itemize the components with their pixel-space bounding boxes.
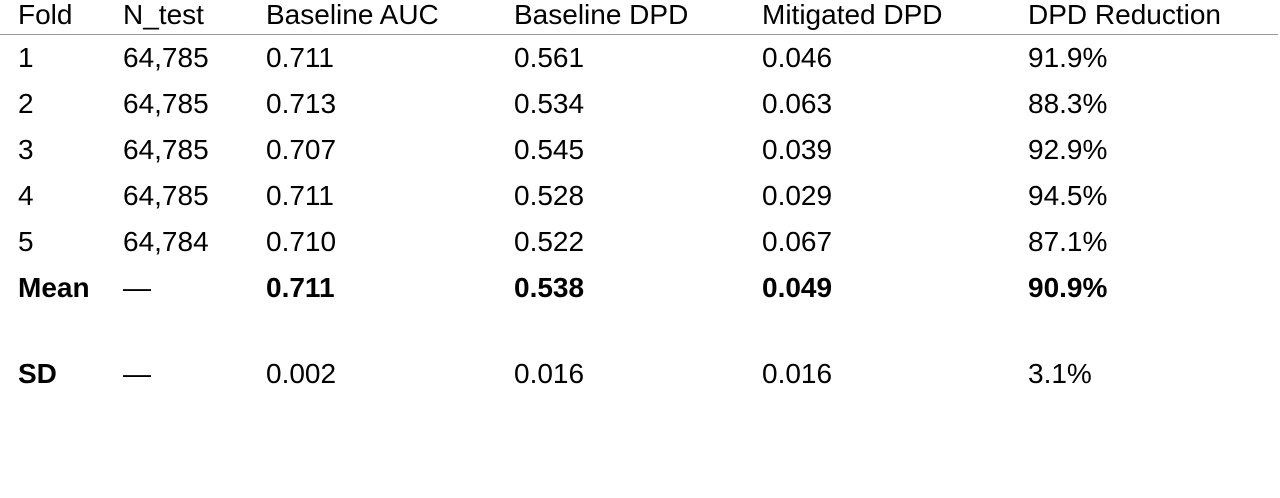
cell-baseline-auc: 0.711 <box>266 42 334 73</box>
cell-fold: 4 <box>18 180 34 211</box>
table-row: 2 64,785 0.713 0.534 0.063 88.3% <box>0 81 1278 127</box>
table-row: 4 64,785 0.711 0.528 0.029 94.5% <box>0 173 1278 219</box>
header-fold: Fold <box>0 0 105 35</box>
cell-baseline-auc: 0.707 <box>266 134 337 165</box>
cell-baseline-auc: 0.711 <box>266 272 335 303</box>
header-n-test: N_test <box>105 0 248 35</box>
cell-mitigated-dpd: 0.063 <box>762 88 833 119</box>
cell-baseline-dpd: 0.522 <box>514 226 585 257</box>
summary-row-mean: Mean — 0.711 0.538 0.049 90.9% <box>0 265 1278 349</box>
header-baseline-dpd: Baseline DPD <box>496 0 744 35</box>
cell-mitigated-dpd: 0.016 <box>762 358 833 389</box>
cell-fold: 1 <box>18 42 34 73</box>
table-row: 3 64,785 0.707 0.545 0.039 92.9% <box>0 127 1278 173</box>
cell-dpd-reduction: 87.1% <box>1028 226 1108 257</box>
cell-baseline-dpd: 0.545 <box>514 134 585 165</box>
table-row: 1 64,785 0.711 0.561 0.046 91.9% <box>0 35 1278 82</box>
table-header: Fold N_test Baseline AUC Baseline DPD Mi… <box>0 0 1278 35</box>
cell-n-test: 64,785 <box>123 88 209 119</box>
cell-dpd-reduction: 88.3% <box>1028 88 1108 119</box>
cell-baseline-auc: 0.710 <box>266 226 337 257</box>
cell-mitigated-dpd: 0.039 <box>762 134 833 165</box>
header-row: Fold N_test Baseline AUC Baseline DPD Mi… <box>0 0 1278 35</box>
cell-fold: Mean <box>18 272 90 303</box>
cell-fold: 5 <box>18 226 34 257</box>
summary-row-sd: SD — 0.002 0.016 0.016 3.1% <box>0 349 1278 397</box>
cell-baseline-dpd: 0.538 <box>514 272 585 303</box>
header-mitigated-dpd: Mitigated DPD <box>744 0 1010 35</box>
cell-baseline-dpd: 0.528 <box>514 180 585 211</box>
cell-baseline-dpd: 0.534 <box>514 88 585 119</box>
cell-baseline-dpd: 0.561 <box>514 42 585 73</box>
cell-dpd-reduction: 94.5% <box>1028 180 1108 211</box>
cell-mitigated-dpd: 0.029 <box>762 180 833 211</box>
cell-mitigated-dpd: 0.049 <box>762 272 833 303</box>
cell-dpd-reduction: 90.9% <box>1028 272 1108 303</box>
header-baseline-auc: Baseline AUC <box>248 0 496 35</box>
cell-fold: 3 <box>18 134 34 165</box>
cell-dpd-reduction: 92.9% <box>1028 134 1108 165</box>
table-row: 5 64,784 0.710 0.522 0.067 87.1% <box>0 219 1278 265</box>
cell-mitigated-dpd: 0.046 <box>762 42 833 73</box>
cell-n-test: — <box>123 272 151 303</box>
cell-dpd-reduction: 3.1% <box>1028 358 1092 389</box>
cell-n-test: 64,784 <box>123 226 209 257</box>
cell-baseline-auc: 0.713 <box>266 88 337 119</box>
cell-n-test: — <box>123 358 151 389</box>
cell-fold: SD <box>18 358 57 389</box>
cell-n-test: 64,785 <box>123 134 209 165</box>
cross-validation-results-table: Fold N_test Baseline AUC Baseline DPD Mi… <box>0 0 1278 398</box>
header-dpd-reduction: DPD Reduction <box>1010 0 1278 35</box>
table-body: 1 64,785 0.711 0.561 0.046 91.9% 2 64,78… <box>0 35 1278 398</box>
cell-baseline-auc: 0.002 <box>266 358 337 389</box>
cell-n-test: 64,785 <box>123 42 209 73</box>
cell-dpd-reduction: 91.9% <box>1028 42 1108 73</box>
cell-n-test: 64,785 <box>123 180 209 211</box>
cell-baseline-auc: 0.711 <box>266 180 334 211</box>
cell-mitigated-dpd: 0.067 <box>762 226 833 257</box>
cell-fold: 2 <box>18 88 34 119</box>
cell-baseline-dpd: 0.016 <box>514 358 585 389</box>
